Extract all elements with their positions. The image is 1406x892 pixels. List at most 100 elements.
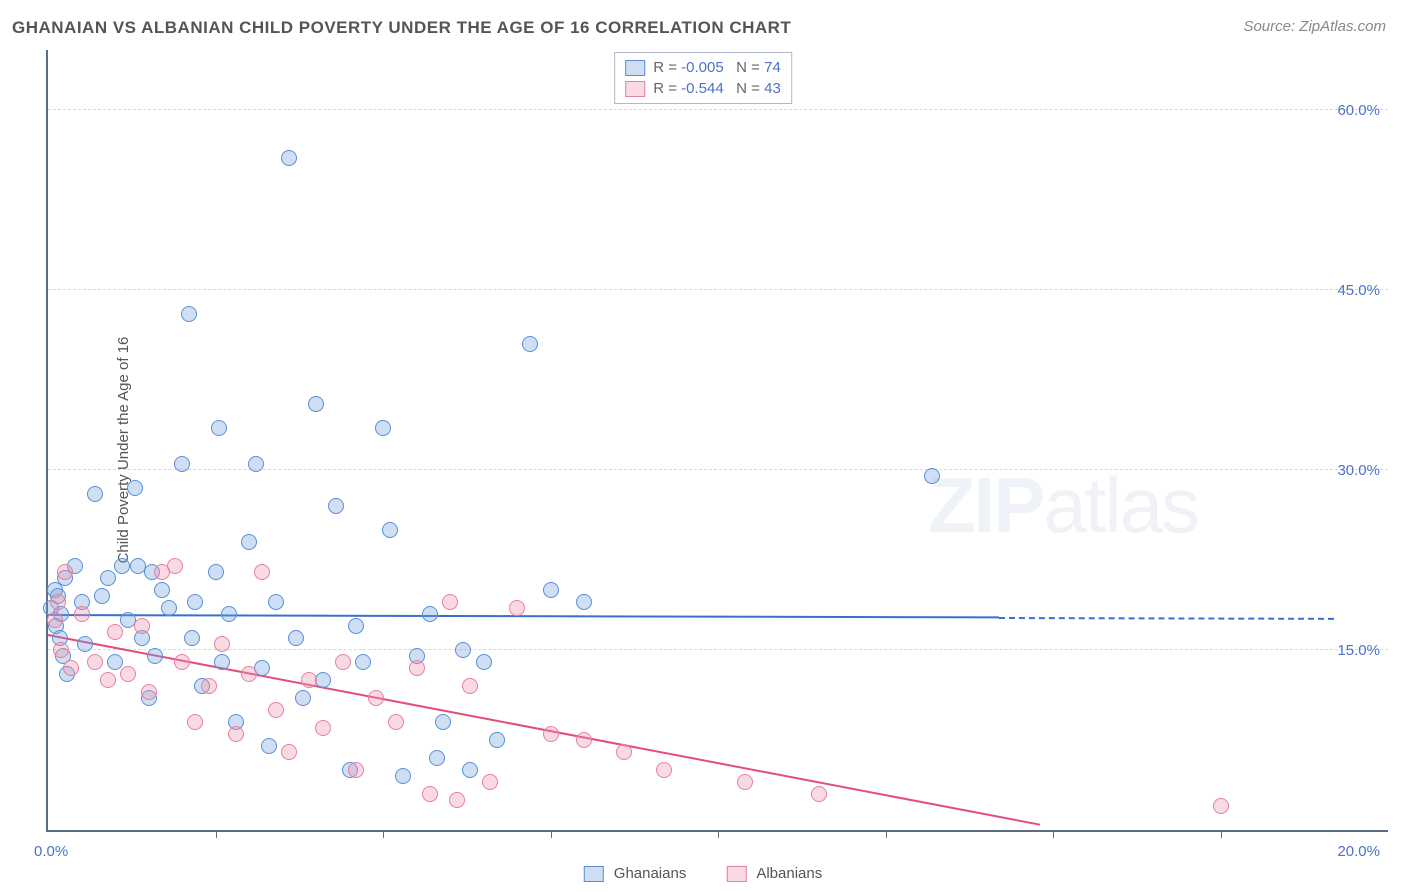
scatter-marker	[147, 648, 163, 664]
scatter-marker	[268, 702, 284, 718]
legend-stats: R = -0.005 N = 74	[653, 59, 781, 76]
scatter-marker	[134, 618, 150, 634]
scatter-marker	[422, 606, 438, 622]
scatter-marker	[616, 744, 632, 760]
scatter-marker	[301, 672, 317, 688]
scatter-marker	[127, 480, 143, 496]
scatter-marker	[74, 606, 90, 622]
scatter-marker	[576, 594, 592, 610]
y-tick-label: 30.0%	[1337, 462, 1380, 479]
legend-entry: Ghanaians	[584, 865, 687, 882]
legend-series-name: Ghanaians	[614, 865, 687, 882]
scatter-marker	[335, 654, 351, 670]
legend-row: R = -0.544 N = 43	[625, 78, 781, 99]
scatter-marker	[53, 642, 69, 658]
scatter-marker	[228, 726, 244, 742]
scatter-marker	[435, 714, 451, 730]
scatter-marker	[87, 486, 103, 502]
legend-swatch	[625, 81, 645, 97]
scatter-marker	[187, 714, 203, 730]
scatter-marker	[455, 642, 471, 658]
y-tick-label: 15.0%	[1337, 642, 1380, 659]
scatter-marker	[57, 564, 73, 580]
x-tick	[886, 830, 887, 838]
scatter-marker	[100, 570, 116, 586]
scatter-marker	[50, 594, 66, 610]
scatter-marker	[161, 600, 177, 616]
legend-swatch	[625, 60, 645, 76]
legend-swatch	[584, 866, 604, 882]
scatter-marker	[107, 624, 123, 640]
source-attribution: Source: ZipAtlas.com	[1243, 18, 1386, 35]
scatter-marker	[174, 654, 190, 670]
scatter-marker	[214, 654, 230, 670]
gridline	[48, 109, 1388, 110]
scatter-marker	[811, 786, 827, 802]
scatter-marker	[489, 732, 505, 748]
scatter-plot-area: ZIPatlas 15.0%30.0%45.0%60.0%0.0%20.0%	[46, 50, 1388, 832]
legend-stats: R = -0.544 N = 43	[653, 80, 781, 97]
gridline	[48, 649, 1388, 650]
scatter-marker	[462, 762, 478, 778]
scatter-marker	[120, 666, 136, 682]
x-tick	[1053, 830, 1054, 838]
scatter-marker	[348, 762, 364, 778]
scatter-marker	[543, 726, 559, 742]
watermark-text: ZIPatlas	[928, 460, 1198, 551]
scatter-marker	[328, 498, 344, 514]
scatter-marker	[355, 654, 371, 670]
scatter-marker	[522, 336, 538, 352]
scatter-marker	[248, 456, 264, 472]
scatter-marker	[187, 594, 203, 610]
scatter-marker	[482, 774, 498, 790]
scatter-marker	[87, 654, 103, 670]
scatter-marker	[288, 630, 304, 646]
scatter-marker	[737, 774, 753, 790]
gridline	[48, 289, 1388, 290]
scatter-marker	[141, 684, 157, 700]
legend-entry: Albanians	[726, 865, 822, 882]
scatter-marker	[429, 750, 445, 766]
scatter-marker	[462, 678, 478, 694]
scatter-marker	[63, 660, 79, 676]
scatter-marker	[395, 768, 411, 784]
x-tick	[383, 830, 384, 838]
scatter-marker	[382, 522, 398, 538]
scatter-marker	[409, 660, 425, 676]
scatter-marker	[576, 732, 592, 748]
chart-title: GHANAIAN VS ALBANIAN CHILD POVERTY UNDER…	[12, 18, 791, 38]
scatter-marker	[241, 666, 257, 682]
legend-series-name: Albanians	[756, 865, 822, 882]
scatter-marker	[94, 588, 110, 604]
legend-row: R = -0.005 N = 74	[625, 57, 781, 78]
scatter-marker	[174, 456, 190, 472]
scatter-marker	[924, 468, 940, 484]
x-end-label: 20.0%	[1337, 843, 1380, 860]
x-origin-label: 0.0%	[34, 843, 68, 860]
scatter-marker	[201, 678, 217, 694]
scatter-marker	[281, 744, 297, 760]
scatter-marker	[1213, 798, 1229, 814]
scatter-marker	[114, 558, 130, 574]
scatter-marker	[167, 558, 183, 574]
scatter-marker	[221, 606, 237, 622]
scatter-marker	[422, 786, 438, 802]
x-tick	[216, 830, 217, 838]
scatter-marker	[348, 618, 364, 634]
x-tick	[1221, 830, 1222, 838]
correlation-legend: R = -0.005 N = 74 R = -0.544 N = 43	[614, 52, 792, 104]
legend-swatch	[726, 866, 746, 882]
scatter-marker	[476, 654, 492, 670]
scatter-marker	[543, 582, 559, 598]
scatter-marker	[442, 594, 458, 610]
scatter-marker	[268, 594, 284, 610]
series-legend: Ghanaians Albanians	[584, 865, 822, 882]
scatter-marker	[47, 612, 63, 628]
scatter-marker	[107, 654, 123, 670]
trend-line-dashed	[999, 617, 1334, 620]
scatter-marker	[368, 690, 384, 706]
scatter-marker	[181, 306, 197, 322]
x-tick	[718, 830, 719, 838]
scatter-marker	[214, 636, 230, 652]
scatter-marker	[261, 738, 277, 754]
